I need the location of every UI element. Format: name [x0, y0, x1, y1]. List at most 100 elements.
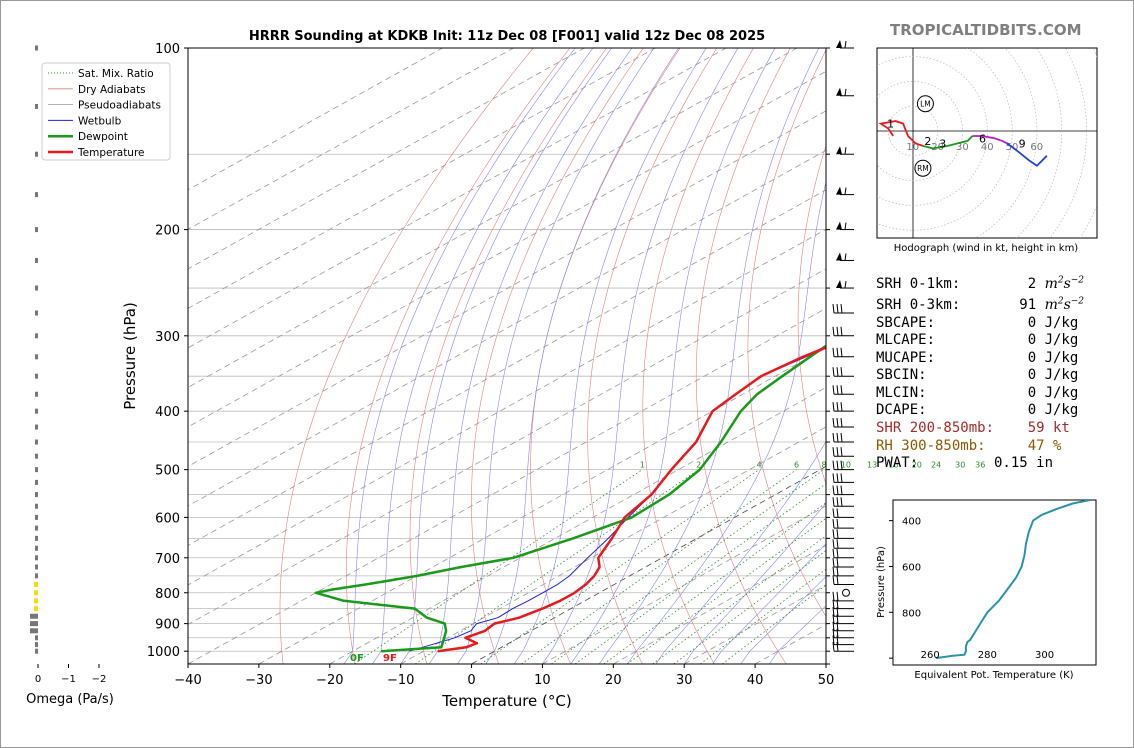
wetbulb-line [409, 347, 826, 652]
stat-value: 0 [1027, 402, 1037, 419]
surface-dewpoint-label: 0F [350, 653, 364, 664]
omega-bar [35, 45, 38, 51]
stat-row: PWAT: 0.15 in [876, 455, 1084, 473]
storm-motion-label: RM [917, 164, 929, 173]
hodo-height-label: 2 [924, 135, 931, 148]
omega-bar [35, 103, 38, 109]
moist-adiabat [655, 440, 826, 664]
dry-adiabat [279, 48, 534, 664]
stat-row: MUCAPE: 0 J/kg [876, 350, 1084, 368]
barb-feather [840, 418, 843, 428]
omega-bar [35, 642, 38, 648]
wind-barb [842, 588, 850, 597]
omega-bar [35, 635, 38, 641]
stat-row: DCAPE: 0 J/kg [876, 402, 1084, 420]
dewpoint-line [314, 344, 826, 653]
x-axis-label: Temperature (°C) [441, 692, 571, 710]
isotherm [188, 48, 585, 270]
mixing-ratio-line [551, 469, 825, 664]
barb-feather [836, 539, 839, 549]
omega-tick-label: 0 [35, 674, 41, 685]
hodo-ring [975, 48, 1038, 238]
barb-feather [836, 303, 839, 314]
barb-flag [836, 186, 842, 195]
wind-barb [832, 497, 854, 507]
barb-feather [836, 485, 839, 495]
skewt-plot: 1 2 4 6 8 10 13 16 20 24 30 36 −40 −30 −20 −10 0 10 20 30 4… [121, 42, 985, 710]
hodo-height-label: 6 [979, 132, 986, 145]
barb-feather [832, 303, 835, 314]
plot-border [187, 47, 827, 665]
barb-feather [832, 508, 835, 518]
barb-feather [840, 447, 843, 457]
isotherm [188, 307, 826, 664]
moist-adiabat [769, 605, 826, 664]
moist-adiabat [570, 48, 776, 664]
barb-feather [844, 280, 847, 289]
wind-barb [832, 418, 854, 428]
wind-barb [832, 447, 854, 457]
mixing-ratio-label: 1 [640, 461, 645, 470]
barb-feather [832, 548, 835, 558]
barb-feather [832, 473, 835, 483]
omega-bar [35, 564, 38, 570]
storm-motion-label: LM [920, 100, 931, 109]
hodo-ring-label: 60 [1030, 142, 1043, 153]
x-tick-label: 10 [534, 673, 551, 688]
stat-value: 91 [1019, 296, 1037, 313]
stat-unit: J/kg [1044, 332, 1079, 349]
omega-bar [35, 514, 38, 520]
barb-feather [836, 607, 839, 617]
stat-unit: kt [1053, 420, 1070, 437]
barb-feather [836, 508, 839, 518]
mixing-ratio-label: 16 [888, 461, 898, 470]
omega-bar [35, 192, 38, 198]
omega-bar [35, 439, 38, 445]
wind-barb [832, 529, 854, 539]
stat-unit: m2s−2 [1044, 296, 1085, 313]
stat-row: SRH 0-1km: 2 m2s−2 [876, 272, 1084, 293]
hodo-ring [877, 48, 1013, 231]
x-tick-label: −30 [245, 673, 272, 688]
dry-adiabat [587, 48, 718, 664]
barb-feather [844, 222, 847, 230]
wind-barb [832, 519, 854, 529]
moist-adiabat [740, 576, 826, 664]
hodo-trace [878, 120, 924, 147]
omega-bar [35, 257, 38, 263]
barb-feather [840, 367, 843, 377]
barb-feather [836, 326, 839, 336]
wind-barb [832, 402, 854, 412]
barb-feather [832, 599, 835, 609]
legend-label: Wetbulb [78, 115, 122, 127]
stat-label: MUCAPE: [876, 349, 936, 366]
hodo-height-label: 1 [887, 118, 894, 131]
stat-label: DCAPE: [876, 402, 927, 419]
stat-label: SBCAPE: [876, 314, 936, 331]
omega-bar [34, 606, 38, 612]
surface-temperature-label: 9F [383, 653, 397, 664]
stat-row: RH 300-850mb: 47 % [876, 438, 1084, 456]
barb-feather [832, 432, 835, 443]
mixing-ratio-line [574, 483, 826, 664]
barb-feather [836, 460, 839, 470]
barb-feather [832, 367, 835, 377]
stat-row: SBCAPE: 0 J/kg [876, 315, 1084, 333]
legend-label: Sat. Mix. Ratio [78, 68, 154, 80]
wind-barb [832, 591, 854, 602]
mixing-ratio-label: 10 [841, 461, 851, 470]
omega-bar [35, 525, 38, 531]
wind-barb [836, 186, 854, 196]
barb-feather [832, 607, 835, 617]
stat-unit: in [1036, 455, 1053, 472]
stat-value: 0 [1027, 314, 1037, 331]
hodo-trace [922, 135, 974, 150]
moist-adiabat [400, 48, 612, 664]
wind-barb [832, 642, 854, 652]
barb-feather [832, 557, 835, 568]
stat-value: 0 [1027, 349, 1037, 366]
isotherm [188, 70, 826, 428]
wind-barb [832, 628, 854, 639]
mixing-ratio-line [521, 469, 797, 664]
stat-label: RH 300-850mb: [876, 437, 986, 454]
